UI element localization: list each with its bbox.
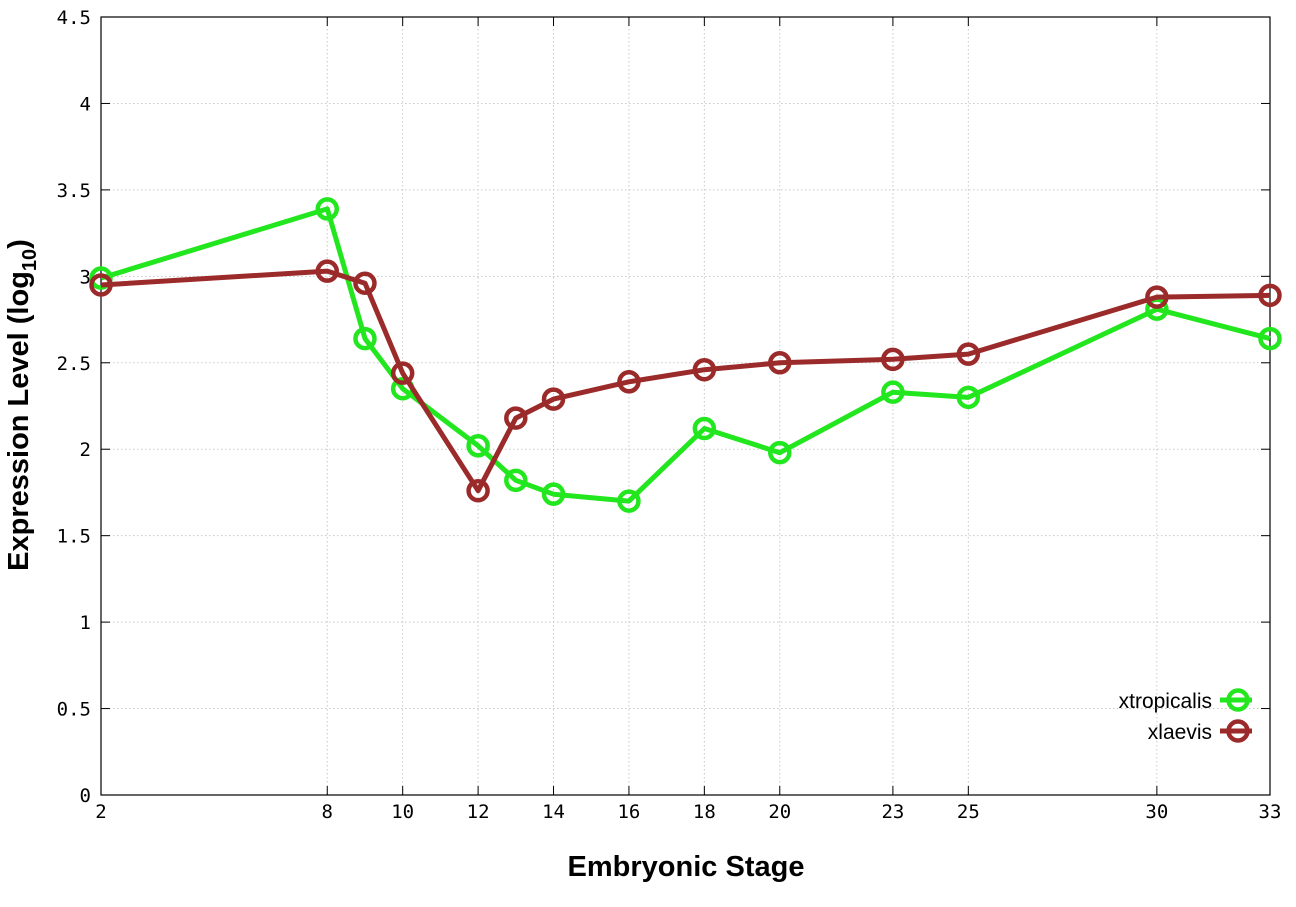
y-axis-title-subscript: 10	[19, 249, 41, 271]
data-point-xlaevis	[956, 342, 981, 366]
legend-label: xlaevis	[1148, 721, 1212, 744]
data-point-xlaevis	[504, 406, 528, 430]
data-point-xtropicalis	[504, 468, 528, 493]
x-tick-label: 12	[467, 801, 490, 823]
y-tick-label: 2.5	[57, 353, 91, 375]
series-line-xtropicalis	[100, 206, 1271, 504]
data-point-xtropicalis	[881, 380, 905, 404]
x-tick-label: 23	[881, 801, 904, 823]
data-point-xlaevis	[89, 273, 113, 297]
data-point-xtropicalis	[617, 489, 641, 513]
series-line-xlaevis	[100, 268, 1271, 494]
series-xtropicalis	[89, 197, 1282, 513]
grid-layer	[101, 17, 1270, 795]
x-tick-label: 14	[542, 801, 565, 823]
y-tick-label: 0.5	[57, 699, 91, 721]
data-point-xlaevis	[390, 361, 415, 385]
plot-frame	[100, 16, 1271, 796]
data-point-xlaevis	[353, 271, 377, 295]
legend-swatch-marker	[1226, 688, 1250, 712]
x-tick-label: 33	[1259, 801, 1282, 823]
data-point-xtropicalis	[466, 434, 490, 458]
x-tick-label: 30	[1145, 801, 1168, 823]
data-point-xlaevis	[617, 370, 641, 394]
data-point-xtropicalis	[692, 416, 717, 441]
x-tick-label: 10	[391, 801, 414, 823]
series-layer	[89, 197, 1282, 513]
series-xlaevis	[89, 259, 1282, 503]
tick-layer: 0 0.5 1 1.5 2 2.5 3 3.5 4 4.5 2 8 10 12 14 16 18 20 23 25 30…	[57, 7, 1282, 823]
legend: xtropicalis xlaevis	[1119, 688, 1252, 744]
x-tick-label: 18	[693, 801, 716, 823]
y-tick-label: 3	[80, 266, 91, 288]
data-point-xtropicalis	[768, 440, 792, 465]
data-point-xlaevis	[768, 351, 792, 375]
x-tick-label: 20	[768, 801, 791, 823]
legend-label: xtropicalis	[1119, 690, 1212, 713]
data-point-xlaevis	[1145, 285, 1169, 309]
y-tick-label: 3.5	[57, 180, 91, 202]
data-point-xlaevis	[1258, 283, 1282, 308]
y-tick-label: 2	[80, 439, 91, 461]
y-axis-title-suffix: )	[3, 239, 35, 249]
data-point-xlaevis	[692, 357, 717, 382]
data-point-xlaevis	[541, 387, 566, 411]
x-tick-label: 16	[617, 801, 640, 823]
data-point-xtropicalis	[89, 266, 113, 290]
data-point-xtropicalis	[541, 482, 566, 506]
x-tick-label: 25	[957, 801, 980, 823]
y-tick-label: 4.5	[57, 7, 91, 29]
data-point-xtropicalis	[1258, 326, 1282, 351]
data-point-xtropicalis	[315, 197, 340, 221]
y-tick-label: 0	[80, 785, 91, 807]
data-point-xtropicalis	[353, 326, 377, 351]
y-tick-label: 1.5	[57, 526, 91, 548]
y-tick-label: 4	[80, 93, 91, 115]
data-point-xtropicalis	[956, 385, 981, 410]
y-axis-title: Expression Level (log10)	[3, 239, 41, 571]
legend-swatch-marker	[1226, 719, 1250, 743]
data-point-xlaevis	[881, 347, 905, 372]
data-point-xlaevis	[315, 259, 340, 283]
x-axis-title: Embryonic Stage	[568, 851, 805, 883]
y-tick-label: 1	[80, 612, 91, 634]
y-axis-title-main: Expression Level (log	[3, 271, 35, 571]
data-point-xlaevis	[466, 478, 490, 503]
x-tick-label: 8	[322, 801, 333, 823]
x-tick-label: 2	[95, 801, 106, 823]
